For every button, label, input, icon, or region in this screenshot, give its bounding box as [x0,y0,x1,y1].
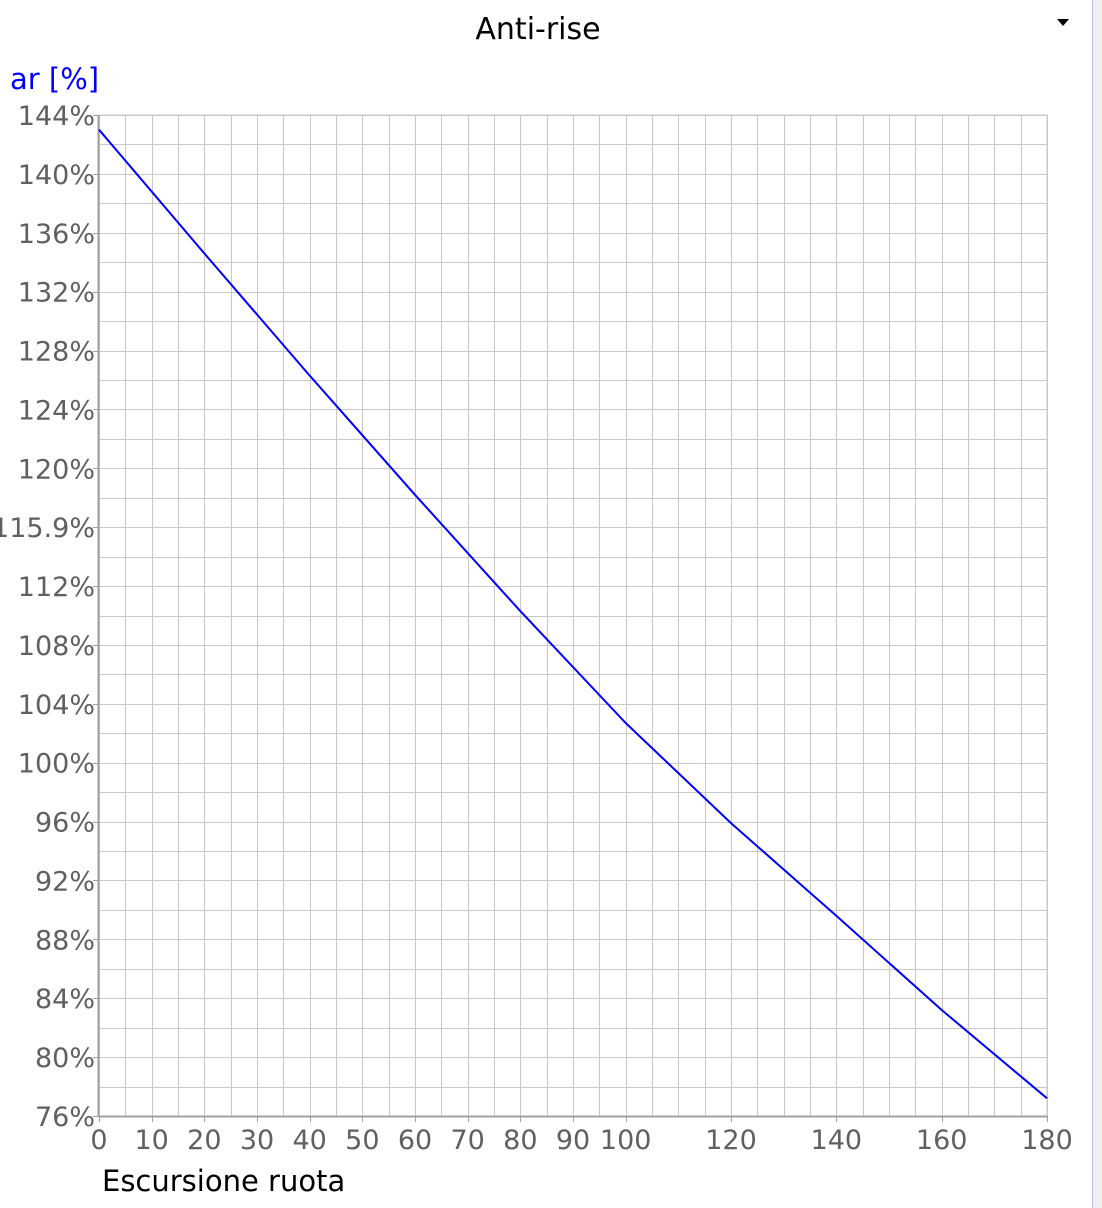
x-axis-label: Escursione ruota [102,1164,346,1198]
y-tick-label: 136% [18,219,95,250]
y-tick-label: 80% [35,1043,95,1074]
x-tick-label: 180 [1021,1125,1073,1156]
x-tick-label: 120 [705,1125,757,1156]
y-tick-label: 108% [18,631,95,662]
y-tick-label: 112% [18,572,95,603]
y-tick-label: 140% [18,160,95,191]
tick-labels: 76% 80% 84% 88% 92% 96% 100% 104% 108% 112% 115.9%… [0,101,1073,1156]
right-scrollbar[interactable] [1092,0,1102,1208]
grid-layer [98,114,1048,1117]
x-tick-label: 70 [450,1125,484,1156]
y-tick-label: 104% [18,690,95,721]
y-tick-label: 84% [35,984,95,1015]
chevron-down-icon[interactable] [1052,14,1074,32]
y-tick-label: 88% [35,925,95,956]
y-tick-label: 115.9% [0,513,95,544]
y-tick-label: 76% [35,1102,95,1133]
y-tick-label: 128% [18,337,95,368]
y-tick-label: 144% [18,101,95,132]
x-tick-label: 60 [398,1125,432,1156]
y-tick-label: 132% [18,278,95,309]
x-tick-label: 160 [916,1125,968,1156]
x-tick-label: 30 [240,1125,274,1156]
series-line [98,129,1048,1100]
x-tick-label: 0 [90,1125,107,1156]
x-tick-label: 140 [811,1125,863,1156]
y-tick-label: 100% [18,749,95,780]
y-tick-label: 96% [35,808,95,839]
x-tick-label: 40 [292,1125,326,1156]
y-tick-label: 120% [18,454,95,485]
axes-layer [93,115,1048,1122]
y-tick-label: 92% [35,866,95,897]
y-tick-label: 124% [18,395,95,426]
x-tick-label: 10 [134,1125,168,1156]
series-layer [98,129,1048,1100]
y-axis-label: ar [%] [10,62,100,96]
x-tick-label: 20 [187,1125,221,1156]
x-tick-label: 80 [503,1125,537,1156]
x-tick-label: 100 [600,1125,652,1156]
chart-title: Anti-rise [475,12,601,47]
x-tick-label: 50 [345,1125,379,1156]
x-tick-label: 90 [556,1125,590,1156]
